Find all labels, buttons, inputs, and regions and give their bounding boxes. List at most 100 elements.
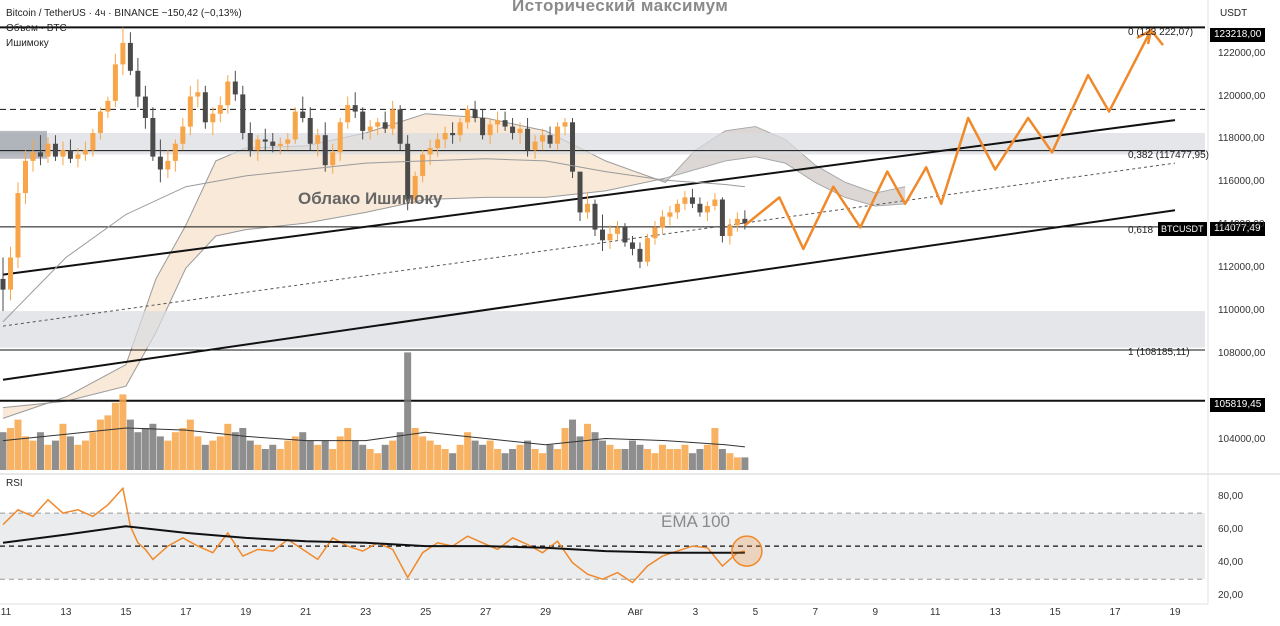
price-tick: 104000,00 (1218, 433, 1266, 445)
candle-body (667, 212, 673, 217)
volume-bar (111, 402, 119, 470)
volume-bar (696, 449, 704, 470)
candle-body (487, 124, 493, 136)
candle-body (15, 193, 21, 258)
candle-body (142, 96, 148, 118)
time-tick: 15 (120, 607, 132, 618)
candle-body (210, 113, 216, 123)
volume-bar (299, 432, 307, 470)
price-tick: 118000,00 (1218, 133, 1265, 145)
candle-body (97, 111, 103, 134)
candle-body (375, 122, 381, 127)
candle-body (195, 92, 201, 97)
volume-bar (351, 440, 359, 470)
time-tick: 19 (240, 607, 252, 618)
volume-bar (359, 444, 367, 470)
price-tick: 120000,00 (1218, 90, 1266, 102)
fib-label-0618: 0,618 (1128, 225, 1154, 236)
volume-bar (449, 453, 457, 470)
volume-bar (426, 440, 434, 470)
volume-bar (126, 419, 134, 470)
candle-body (45, 143, 51, 157)
candle-body (22, 160, 28, 194)
volume-bar (464, 432, 472, 470)
volume-bar (396, 432, 404, 470)
volume-bar (636, 444, 644, 470)
symbol-tag: BTCUSDT (1158, 222, 1207, 236)
volume-bar (666, 449, 674, 470)
candle-body (532, 141, 538, 151)
volume-bar (344, 428, 352, 470)
candle-body (577, 171, 583, 213)
volume-bar (494, 449, 502, 470)
volume-bar (329, 449, 337, 470)
volume-bar (59, 423, 67, 470)
candle-body (570, 122, 576, 172)
support-price-tag: 105819,45 (1210, 398, 1266, 412)
channel-upper-line (2, 119, 1176, 276)
candle-body (450, 133, 456, 136)
candle-body (330, 152, 336, 166)
candle-body (412, 175, 418, 200)
ema-annotation: EMA 100 (661, 512, 730, 531)
candle-body (225, 81, 231, 106)
volume-bar (711, 428, 719, 470)
volume-bar (628, 440, 636, 470)
last-price-tag: 114077,49 (1210, 222, 1265, 236)
candle-body (562, 122, 568, 127)
candle-body (390, 109, 396, 129)
ichimoku-legend[interactable]: Ишимоку (6, 38, 49, 49)
candle-body (435, 139, 441, 149)
volume-bar (216, 436, 224, 470)
cloud-annotation: Облако Ишимоку (298, 189, 443, 208)
fib-label-0382: 0,382 (117477,95) (1128, 150, 1209, 161)
volume-bar (591, 432, 599, 470)
time-tick: 23 (360, 607, 372, 618)
volume-ma-line (2, 427, 745, 448)
time-tick: 9 (872, 607, 879, 618)
candle-body (734, 218, 740, 226)
candle-body (120, 42, 126, 65)
candle-body (90, 133, 96, 151)
support-resistance-zone (0, 311, 1205, 348)
candle-body (277, 143, 283, 146)
volume-bar (44, 444, 52, 470)
projection-arrowhead (1136, 27, 1153, 45)
volume-bar (471, 440, 479, 470)
candle-body (360, 111, 366, 131)
currency-label[interactable]: USDT (1220, 8, 1248, 19)
volume-bar (509, 449, 517, 470)
symbol-legend[interactable]: Bitcoin / TetherUS · 4ч · BINANCE −150,4… (6, 8, 242, 19)
volume-bar (14, 419, 22, 470)
volume-bar (141, 428, 149, 470)
price-tick: 112000,00 (1218, 262, 1265, 274)
candle-body (742, 218, 748, 224)
candle-body (457, 122, 463, 136)
volume-bar (186, 419, 194, 470)
candle-body (315, 135, 321, 144)
volume-bar (239, 428, 247, 470)
volume-bar (561, 428, 569, 470)
volume-bar (584, 423, 592, 470)
time-tick: 17 (1109, 607, 1121, 618)
volume-legend[interactable]: Объем · BTC (6, 23, 67, 34)
candle-body (547, 135, 553, 144)
channel-lower-line (2, 209, 1176, 381)
volume-bar (156, 436, 164, 470)
volume-bar (673, 449, 681, 470)
volume-bar (74, 444, 82, 470)
volume-bar (524, 440, 532, 470)
candle-body (240, 94, 246, 134)
candle-body (652, 227, 658, 239)
candle-body (0, 278, 6, 290)
candle-body (727, 225, 733, 236)
rsi-legend[interactable]: RSI (6, 478, 23, 489)
channel-median-line (2, 162, 1176, 327)
volume-bar (613, 449, 621, 470)
volume-bar (441, 449, 449, 470)
volume-bar (0, 432, 7, 470)
volume-bar (404, 352, 412, 470)
time-tick: 29 (539, 607, 552, 618)
volume-bar (119, 394, 127, 470)
